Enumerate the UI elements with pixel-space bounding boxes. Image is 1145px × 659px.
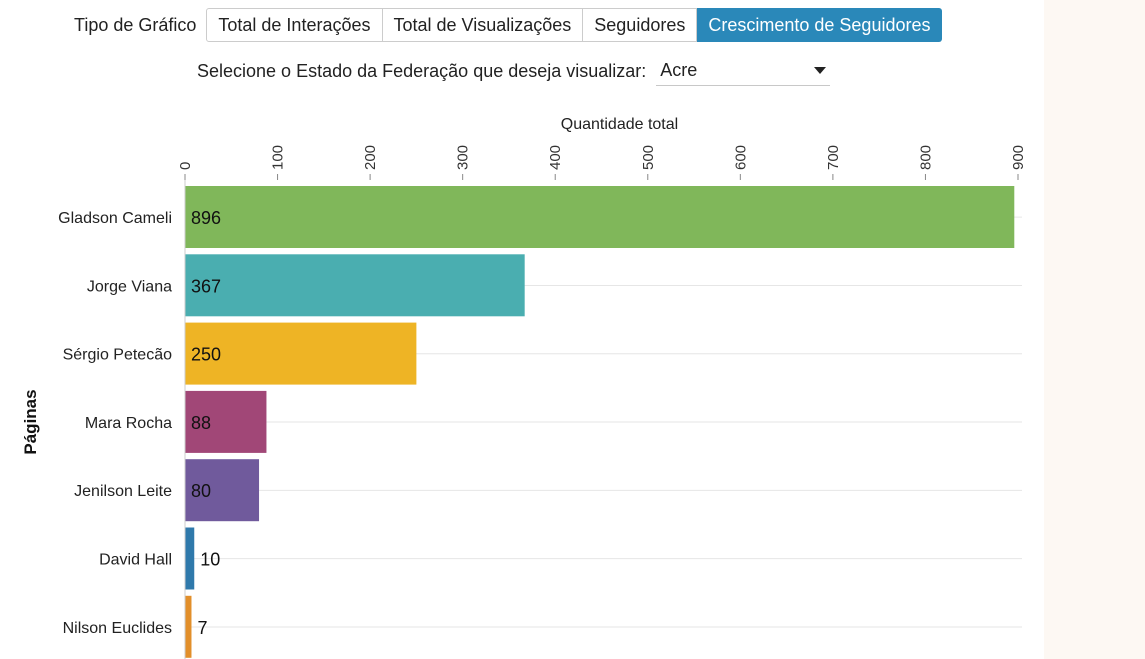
category-label: Jenilson Leite bbox=[74, 483, 172, 500]
total-views-button[interactable]: Total de Visualizações bbox=[382, 8, 584, 42]
chart-type-controls: Tipo de Gráfico Total de Interações Tota… bbox=[74, 8, 943, 42]
bar-value-label: 7 bbox=[197, 618, 207, 638]
bar bbox=[185, 322, 417, 385]
followers-button[interactable]: Seguidores bbox=[583, 8, 698, 42]
x-tick-label: 200 bbox=[362, 145, 379, 170]
x-tick-label: 800 bbox=[917, 145, 934, 170]
x-tick-label: 900 bbox=[1010, 145, 1027, 170]
x-axis-title: Quantidade total bbox=[561, 116, 678, 133]
chart-type-button-group: Total de Interações Total de Visualizaçõ… bbox=[206, 8, 943, 42]
bar-chart: Quantidade total 0 100 200 300 400 500 600 700 80… bbox=[21, 116, 1027, 659]
state-select[interactable]: Acre bbox=[656, 56, 831, 86]
bar-value-label: 88 bbox=[191, 413, 211, 433]
bar-value-label: 896 bbox=[191, 208, 221, 228]
x-tick-label: 100 bbox=[270, 145, 287, 170]
category-label: Sérgio Petecão bbox=[63, 347, 173, 364]
bar-value-label: 367 bbox=[191, 276, 221, 296]
x-tick-label: 700 bbox=[825, 145, 842, 170]
bar bbox=[185, 459, 260, 522]
bar-value-label: 80 bbox=[191, 481, 211, 501]
x-tick-label: 0 bbox=[177, 162, 194, 170]
category-label: David Hall bbox=[99, 552, 172, 569]
bar-value-label: 10 bbox=[200, 550, 220, 570]
category-label: Jorge Viana bbox=[87, 278, 172, 295]
x-tick-label: 600 bbox=[732, 145, 749, 170]
x-tick-label: 400 bbox=[547, 145, 564, 170]
bar bbox=[185, 186, 1015, 248]
total-interactions-button[interactable]: Total de Interações bbox=[206, 8, 383, 42]
category-label: Gladson Cameli bbox=[58, 210, 172, 227]
side-panel bbox=[1044, 0, 1145, 659]
state-selector-row: Selecione o Estado da Federação que dese… bbox=[197, 56, 831, 86]
category-label: Mara Rocha bbox=[85, 415, 172, 432]
state-selector-label: Selecione o Estado da Federação que dese… bbox=[197, 60, 647, 81]
bar bbox=[185, 390, 267, 453]
bar bbox=[185, 527, 195, 590]
y-axis-title: Páginas bbox=[21, 389, 40, 454]
chevron-down-icon[interactable] bbox=[814, 67, 827, 74]
chart-type-label: Tipo de Gráfico bbox=[74, 14, 197, 35]
category-label: Nilson Euclides bbox=[63, 620, 172, 637]
follower-growth-button[interactable]: Crescimento de Seguidores bbox=[697, 8, 943, 42]
x-tick-label: 500 bbox=[640, 145, 657, 170]
bar-value-label: 250 bbox=[191, 345, 221, 365]
state-select-value: Acre bbox=[660, 60, 698, 80]
bar bbox=[185, 595, 192, 658]
x-tick-label: 300 bbox=[455, 145, 472, 170]
bar bbox=[185, 254, 525, 317]
